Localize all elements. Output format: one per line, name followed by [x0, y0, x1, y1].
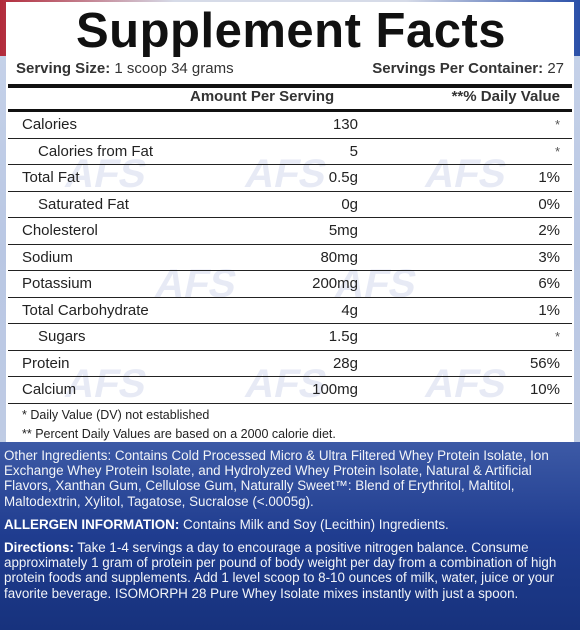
- nutrient-name: Protein: [22, 354, 70, 372]
- nutrient-amount: 100mg: [312, 381, 358, 398]
- thick-rule: [8, 84, 572, 88]
- nutrient-amount: 1.5g: [328, 328, 358, 345]
- nutrient-daily-value: 2%: [538, 222, 560, 239]
- nutrient-name: Calories from Fat: [38, 142, 154, 160]
- nutrient-daily-value: *: [554, 117, 560, 132]
- serving-info: Serving Size: 1 scoop 34 grams Servings …: [16, 60, 564, 82]
- directions-label: Directions:: [4, 540, 74, 556]
- serving-size-label: Serving Size:: [16, 60, 111, 77]
- nutrient-row: Calories from Fat 5 *: [8, 139, 572, 165]
- other-ingredients: Other Ingredients: Contains Cold Process…: [4, 448, 549, 509]
- nutrient-row: Total Fat 0.5g 1%: [8, 165, 572, 192]
- nutrient-daily-value: 6%: [538, 275, 560, 292]
- nutrient-name: Calcium: [22, 381, 77, 398]
- footnotes: * Daily Value (DV) not established ** Pe…: [22, 406, 336, 444]
- nutrient-daily-value: 1%: [538, 169, 560, 186]
- nutrient-row: Calcium 100mg 10%: [8, 377, 572, 404]
- allergen-info: ALLERGEN INFORMATION: Contains Milk and …: [4, 517, 576, 532]
- allergen-text: Contains Milk and Soy (Lecithin) Ingredi…: [179, 516, 449, 532]
- servings-per-container-label: Servings Per Container:: [372, 60, 544, 77]
- nutrient-daily-value: 3%: [538, 248, 560, 266]
- serving-size: Serving Size: 1 scoop 34 grams: [16, 60, 234, 82]
- serving-size-value: 1 scoop 34 grams: [114, 60, 234, 77]
- nutrient-row: Calories 130 *: [8, 112, 572, 139]
- nutrient-amount: 28g: [332, 354, 358, 372]
- directions: Directions: Take 1-4 servings a day to e…: [4, 540, 576, 601]
- nutrient-amount: 5: [349, 142, 358, 160]
- nutrient-daily-value: 1%: [538, 301, 560, 319]
- thick-rule: [8, 109, 572, 112]
- nutrient-amount: 80mg: [320, 248, 358, 266]
- nutrient-name: Potassium: [22, 275, 93, 292]
- servings-per-container-value: 27: [547, 60, 564, 77]
- nutrient-daily-value: 0%: [538, 195, 560, 213]
- nutrient-row: Protein 28g 56%: [8, 351, 572, 377]
- nutrient-daily-value: 10%: [529, 381, 560, 398]
- nutrient-name: Cholesterol: [22, 222, 98, 239]
- nutrient-daily-value: *: [554, 143, 560, 159]
- footnote-dv-not-established: * Daily Value (DV) not established: [22, 408, 210, 422]
- nutrient-row: Cholesterol 5mg 2%: [8, 218, 572, 245]
- nutrient-row: Total Carbohydrate 4g 1%: [8, 298, 572, 324]
- nutrient-name: Calories: [22, 116, 78, 133]
- supplement-facts-panel: AFS AFS AFS AFS AFS AFS AFS AFS: [6, 2, 574, 442]
- nutrient-row: Sugars 1.5g *: [8, 324, 572, 351]
- nutrient-row: Sodium 80mg 3%: [8, 245, 572, 271]
- nutrient-row: Potassium 200mg 6%: [8, 271, 572, 298]
- nutrient-name: Saturated Fat: [38, 195, 129, 213]
- servings-per-container: Servings Per Container: 27: [372, 60, 564, 82]
- nutrient-amount: 4g: [341, 301, 358, 319]
- nutrient-amount: 5mg: [328, 222, 358, 239]
- nutrient-daily-value: 56%: [529, 354, 560, 372]
- bottom-background: [0, 442, 580, 630]
- nutrient-table: Calories 130 * Calories from Fat 5 * Total Fat…: [8, 112, 572, 404]
- allergen-label: ALLERGEN INFORMATION:: [4, 516, 180, 532]
- daily-value-header: **% Daily Value: [451, 88, 560, 105]
- nutrient-amount: 0g: [341, 195, 358, 213]
- table-header: Amount Per Serving **% Daily Value: [8, 88, 572, 110]
- nutrient-name: Total Carbohydrate: [22, 301, 149, 319]
- nutrient-amount: 0.5g: [328, 169, 358, 186]
- directions-text: Take 1-4 servings a day to encourage a p…: [4, 540, 557, 601]
- amount-per-serving-header: Amount Per Serving: [190, 88, 335, 105]
- nutrient-name: Total Fat: [22, 169, 80, 186]
- nutrient-row: Saturated Fat 0g 0%: [8, 192, 572, 218]
- product-info: Other Ingredients: Contains Cold Process…: [4, 448, 576, 609]
- nutrient-amount: 130: [332, 116, 358, 133]
- nutrient-amount: 200mg: [312, 275, 358, 292]
- nutrient-name: Sugars: [38, 328, 86, 345]
- nutrient-daily-value: *: [554, 329, 560, 344]
- panel-title: Supplement Facts: [75, 4, 507, 58]
- nutrient-name: Sodium: [22, 248, 73, 266]
- footnote-percent-daily: ** Percent Daily Values are based on a 2…: [22, 427, 336, 441]
